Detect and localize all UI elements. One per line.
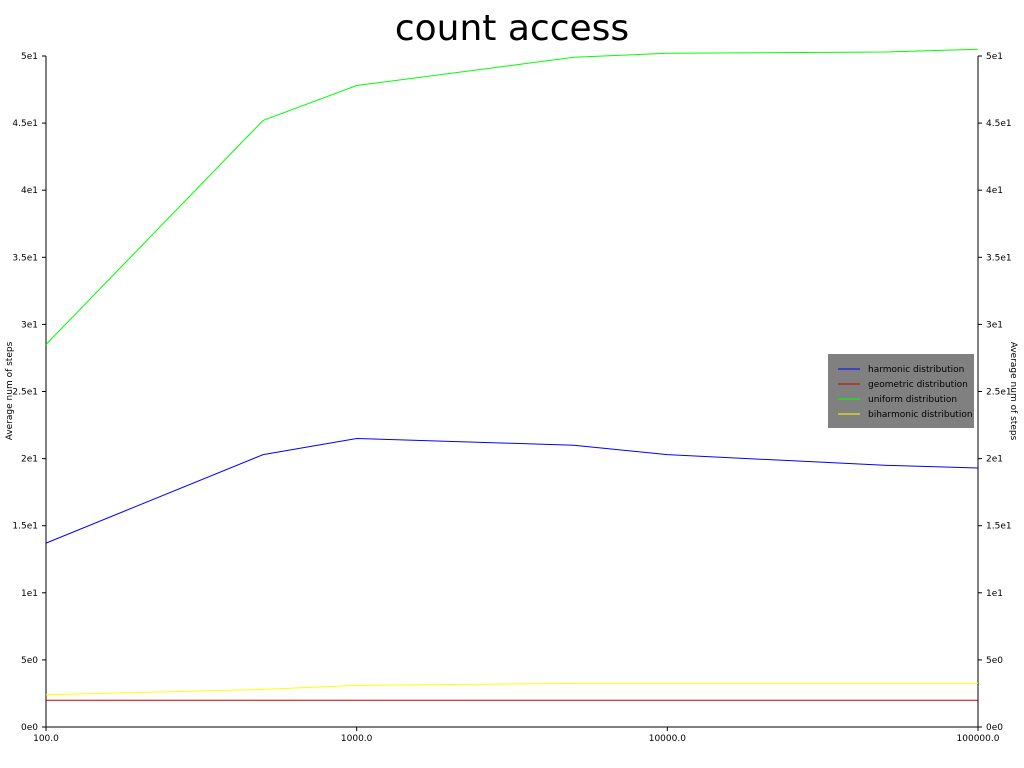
- y-tick-label-right: 3e1: [986, 320, 1003, 330]
- y-tick-label-left: 1e1: [21, 589, 38, 599]
- y-ticks-right: 0e0 5e0 1e1 1.5e1 2e1 2.5e1 3e1 3.5e1 4e1 4.5e1 5e…: [978, 52, 1012, 733]
- y-tick-label-right: 3.5e1: [986, 253, 1012, 263]
- y-tick-label-right: 2e1: [986, 455, 1003, 465]
- y-tick-label-left: 5e1: [21, 52, 38, 62]
- y-tick-label-right: 4.5e1: [986, 119, 1012, 129]
- y-tick-label-right: 5e0: [986, 656, 1003, 666]
- y-tick-label-left: 3.5e1: [12, 253, 38, 263]
- x-tick-label: 1000.0: [341, 734, 373, 744]
- y-tick-label-right: 1.5e1: [986, 522, 1012, 532]
- y-tick-label-right: 2.5e1: [986, 388, 1012, 398]
- legend: harmonic distribution geometric distribut…: [828, 354, 974, 428]
- y-tick-label-right: 4e1: [986, 186, 1003, 196]
- legend-label: biharmonic distribution: [868, 410, 973, 420]
- series-line-biharmonic-distribution: [45, 682, 978, 696]
- x-tick-label: 100000.0: [957, 734, 1000, 744]
- y-tick-label-right: 5e1: [986, 52, 1003, 62]
- series-lines: [45, 48, 979, 701]
- legend-label: uniform distribution: [868, 395, 957, 405]
- y-tick-label-left: 1.5e1: [12, 522, 38, 532]
- y-ticks-left: 0e0 5e0 1e1 1.5e1 2e1 2.5e1 3e1 3.5e1 4e1 4.5e1 5e…: [12, 52, 46, 733]
- y-tick-label-left: 2e1: [21, 455, 38, 465]
- y-tick-label-right: 1e1: [986, 589, 1003, 599]
- y-axis-label-left: Average num of steps: [5, 341, 15, 440]
- x-tick-label: 100.0: [33, 734, 59, 744]
- x-ticks: 100.0 1000.0 10000.0 100000.0: [33, 727, 1000, 744]
- series-line-uniform-distribution: [45, 48, 979, 345]
- y-tick-label-left: 5e0: [21, 656, 38, 666]
- legend-label: harmonic distribution: [868, 365, 964, 375]
- series-line-harmonic-distribution: [45, 437, 979, 544]
- chart-title: count access: [395, 8, 629, 49]
- y-tick-label-left: 4e1: [21, 186, 38, 196]
- legend-label: geometric distribution: [868, 380, 968, 390]
- y-axis-label-right: Average num of steps: [1008, 342, 1018, 441]
- y-tick-label-left: 0e0: [21, 723, 38, 733]
- y-tick-label-left: 4.5e1: [12, 119, 38, 129]
- y-tick-label-right: 0e0: [986, 723, 1003, 733]
- legend-background: [828, 354, 974, 428]
- y-tick-label-left: 3e1: [21, 320, 38, 330]
- x-tick-label: 10000.0: [649, 734, 686, 744]
- y-tick-label-left: 2.5e1: [12, 388, 38, 398]
